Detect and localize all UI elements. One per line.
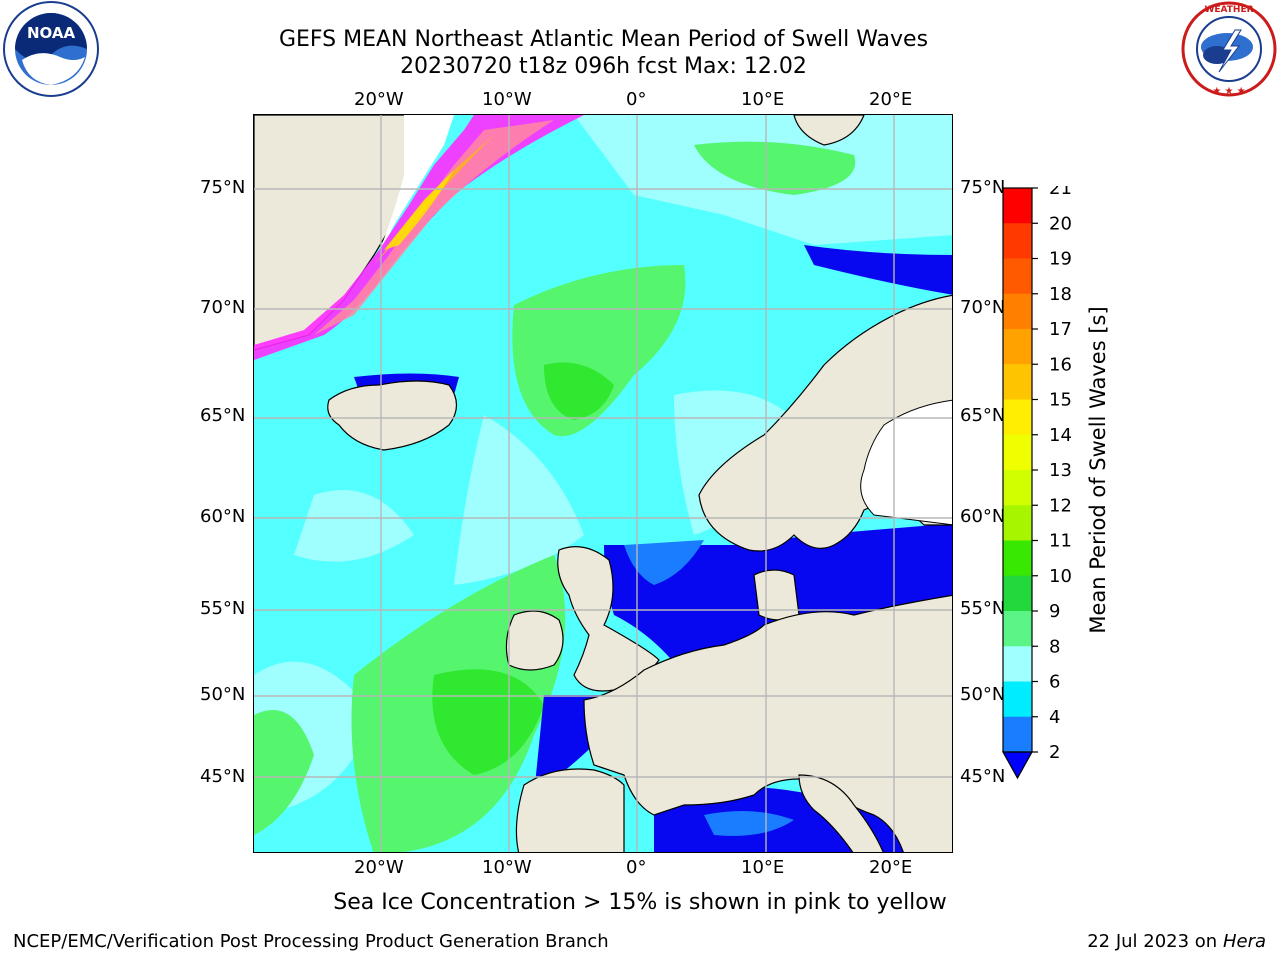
colorbar-tick-label: 21 (1049, 186, 1072, 199)
svg-text:WEATHER: WEATHER (1204, 5, 1253, 15)
land-italy (798, 774, 884, 852)
graticule (254, 115, 952, 852)
lat-label-left-45n: 45°N (200, 766, 246, 787)
colorbar-tick-label: 20 (1049, 213, 1072, 234)
colorbar-tick-label: 11 (1049, 531, 1072, 552)
lon-label-top-10w: 10°W (482, 89, 532, 110)
colorbar-band (1003, 470, 1032, 506)
colorbar-tick-label: 17 (1049, 319, 1072, 340)
footer-date-text: 22 Jul 2023 on (1087, 931, 1223, 952)
colorbar-band (1003, 505, 1032, 541)
colorbar-svg: 21 20 19 18 17 16 15 14 13 12 11 10 9 8 6 4 2 (1001, 178, 1072, 780)
colorbar-tick-label: 19 (1049, 249, 1072, 270)
lat-label-right-50n: 50°N (960, 684, 1006, 705)
land-svalbard (793, 115, 865, 146)
sea-ice-note: Sea Ice Concentration > 15% is shown in … (333, 890, 947, 915)
colorbar-tick-label: 15 (1049, 390, 1072, 411)
colorbar-band (1003, 434, 1032, 471)
lon-label-bottom-0: 0° (626, 857, 647, 878)
land-europe (583, 594, 952, 852)
colorbar-band (1003, 681, 1032, 718)
green-swell-area (254, 710, 314, 835)
colorbar-tick-label: 16 (1049, 354, 1072, 375)
lon-label-bottom-10e: 10°E (741, 857, 785, 878)
lon-label-top-20e: 20°E (869, 89, 913, 110)
green-swell-area (544, 362, 614, 420)
low-period-area (804, 245, 952, 295)
light-swell-area (294, 490, 414, 562)
colorbar-band (1003, 399, 1032, 436)
lat-label-left-55n: 55°N (200, 598, 246, 619)
light-swell-area (454, 415, 584, 585)
lat-label-left-70n: 70°N (200, 297, 246, 318)
colorbar-band (1003, 540, 1032, 577)
nws-logo: WEATHER ★ ★ ★ (1177, 0, 1280, 100)
lat-label-right-65n: 65°N (960, 405, 1006, 426)
lat-label-left-65n: 65°N (200, 405, 246, 426)
colorbar-band (1003, 364, 1032, 400)
map-svg (254, 115, 952, 852)
lat-label-right-70n: 70°N (960, 297, 1006, 318)
colorbar-band (1003, 223, 1032, 259)
colorbar-tick-label: 9 (1049, 601, 1060, 622)
noaa-logo-text: NOAA (27, 24, 76, 42)
colorbar: 21 20 19 18 17 16 15 14 13 12 11 10 9 8 6 4 2 (1000, 178, 1080, 786)
sea-ice-band (314, 120, 554, 335)
lat-label-right-45n: 45°N (960, 766, 1006, 787)
lon-label-bottom-20e: 20°E (869, 857, 913, 878)
colorbar-tick-label: 4 (1049, 707, 1060, 728)
lat-label-right-60n: 60°N (960, 506, 1006, 527)
colorbar-tick-label: 12 (1049, 495, 1072, 516)
lon-label-top-10e: 10°E (741, 89, 785, 110)
low-period-area (704, 811, 794, 836)
chart-subtitle: 20230720 t18z 096h fcst Max: 12.02 (400, 54, 807, 79)
land-greenland-ice (374, 115, 454, 265)
lat-label-left-50n: 50°N (200, 684, 246, 705)
colorbar-tick-label: 14 (1049, 425, 1072, 446)
land-finland-ice (860, 399, 952, 526)
lon-label-top-0: 0° (626, 89, 647, 110)
land-iceland (327, 380, 458, 451)
lat-label-right-55n: 55°N (960, 598, 1006, 619)
lat-label-left-60n: 60°N (200, 506, 246, 527)
colorbar-tick-label: 6 (1049, 672, 1060, 693)
footer-host: Hera (1222, 931, 1266, 952)
colorbar-tick-label: 2 (1049, 742, 1060, 763)
low-period-area (624, 540, 704, 585)
colorbar-band (1003, 258, 1032, 295)
colorbar-tick-label: 8 (1049, 636, 1060, 657)
sea-ice-band (384, 170, 454, 250)
colorbar-tick-label: 13 (1049, 460, 1072, 481)
land-iberia (515, 768, 625, 852)
colorbar-extend-arrow (1001, 751, 1034, 780)
colorbar-band (1003, 329, 1032, 365)
colorbar-band (1003, 293, 1032, 330)
lon-label-bottom-20w: 20°W (354, 857, 404, 878)
colorbar-band (1003, 611, 1032, 647)
land-ireland (505, 610, 564, 671)
lat-label-right-75n: 75°N (960, 177, 1006, 198)
colorbar-band (1003, 188, 1032, 224)
noaa-logo: NOAA (0, 0, 103, 100)
colorbar-title: Mean Period of Swell Waves [s] (1086, 306, 1110, 634)
footer-credit: NCEP/EMC/Verification Post Processing Pr… (13, 931, 609, 952)
colorbar-tick-label: 10 (1049, 566, 1072, 587)
footer-date: 22 Jul 2023 on Hera (1087, 931, 1266, 952)
lon-label-bottom-10w: 10°W (482, 857, 532, 878)
svg-text:★ ★ ★: ★ ★ ★ (1212, 86, 1245, 97)
lon-label-top-20w: 20°W (354, 89, 404, 110)
colorbar-band (1003, 646, 1032, 682)
colorbar-tick-label: 18 (1049, 284, 1072, 305)
green-swell-area (694, 141, 856, 195)
lat-label-left-75n: 75°N (200, 177, 246, 198)
land-denmark (753, 569, 800, 621)
chart-title: GEFS MEAN Northeast Atlantic Mean Period… (278, 27, 929, 52)
colorbar-band (1003, 575, 1032, 612)
map-panel (253, 114, 953, 853)
sea-ice-band (254, 115, 584, 360)
colorbar-band (1003, 716, 1032, 753)
